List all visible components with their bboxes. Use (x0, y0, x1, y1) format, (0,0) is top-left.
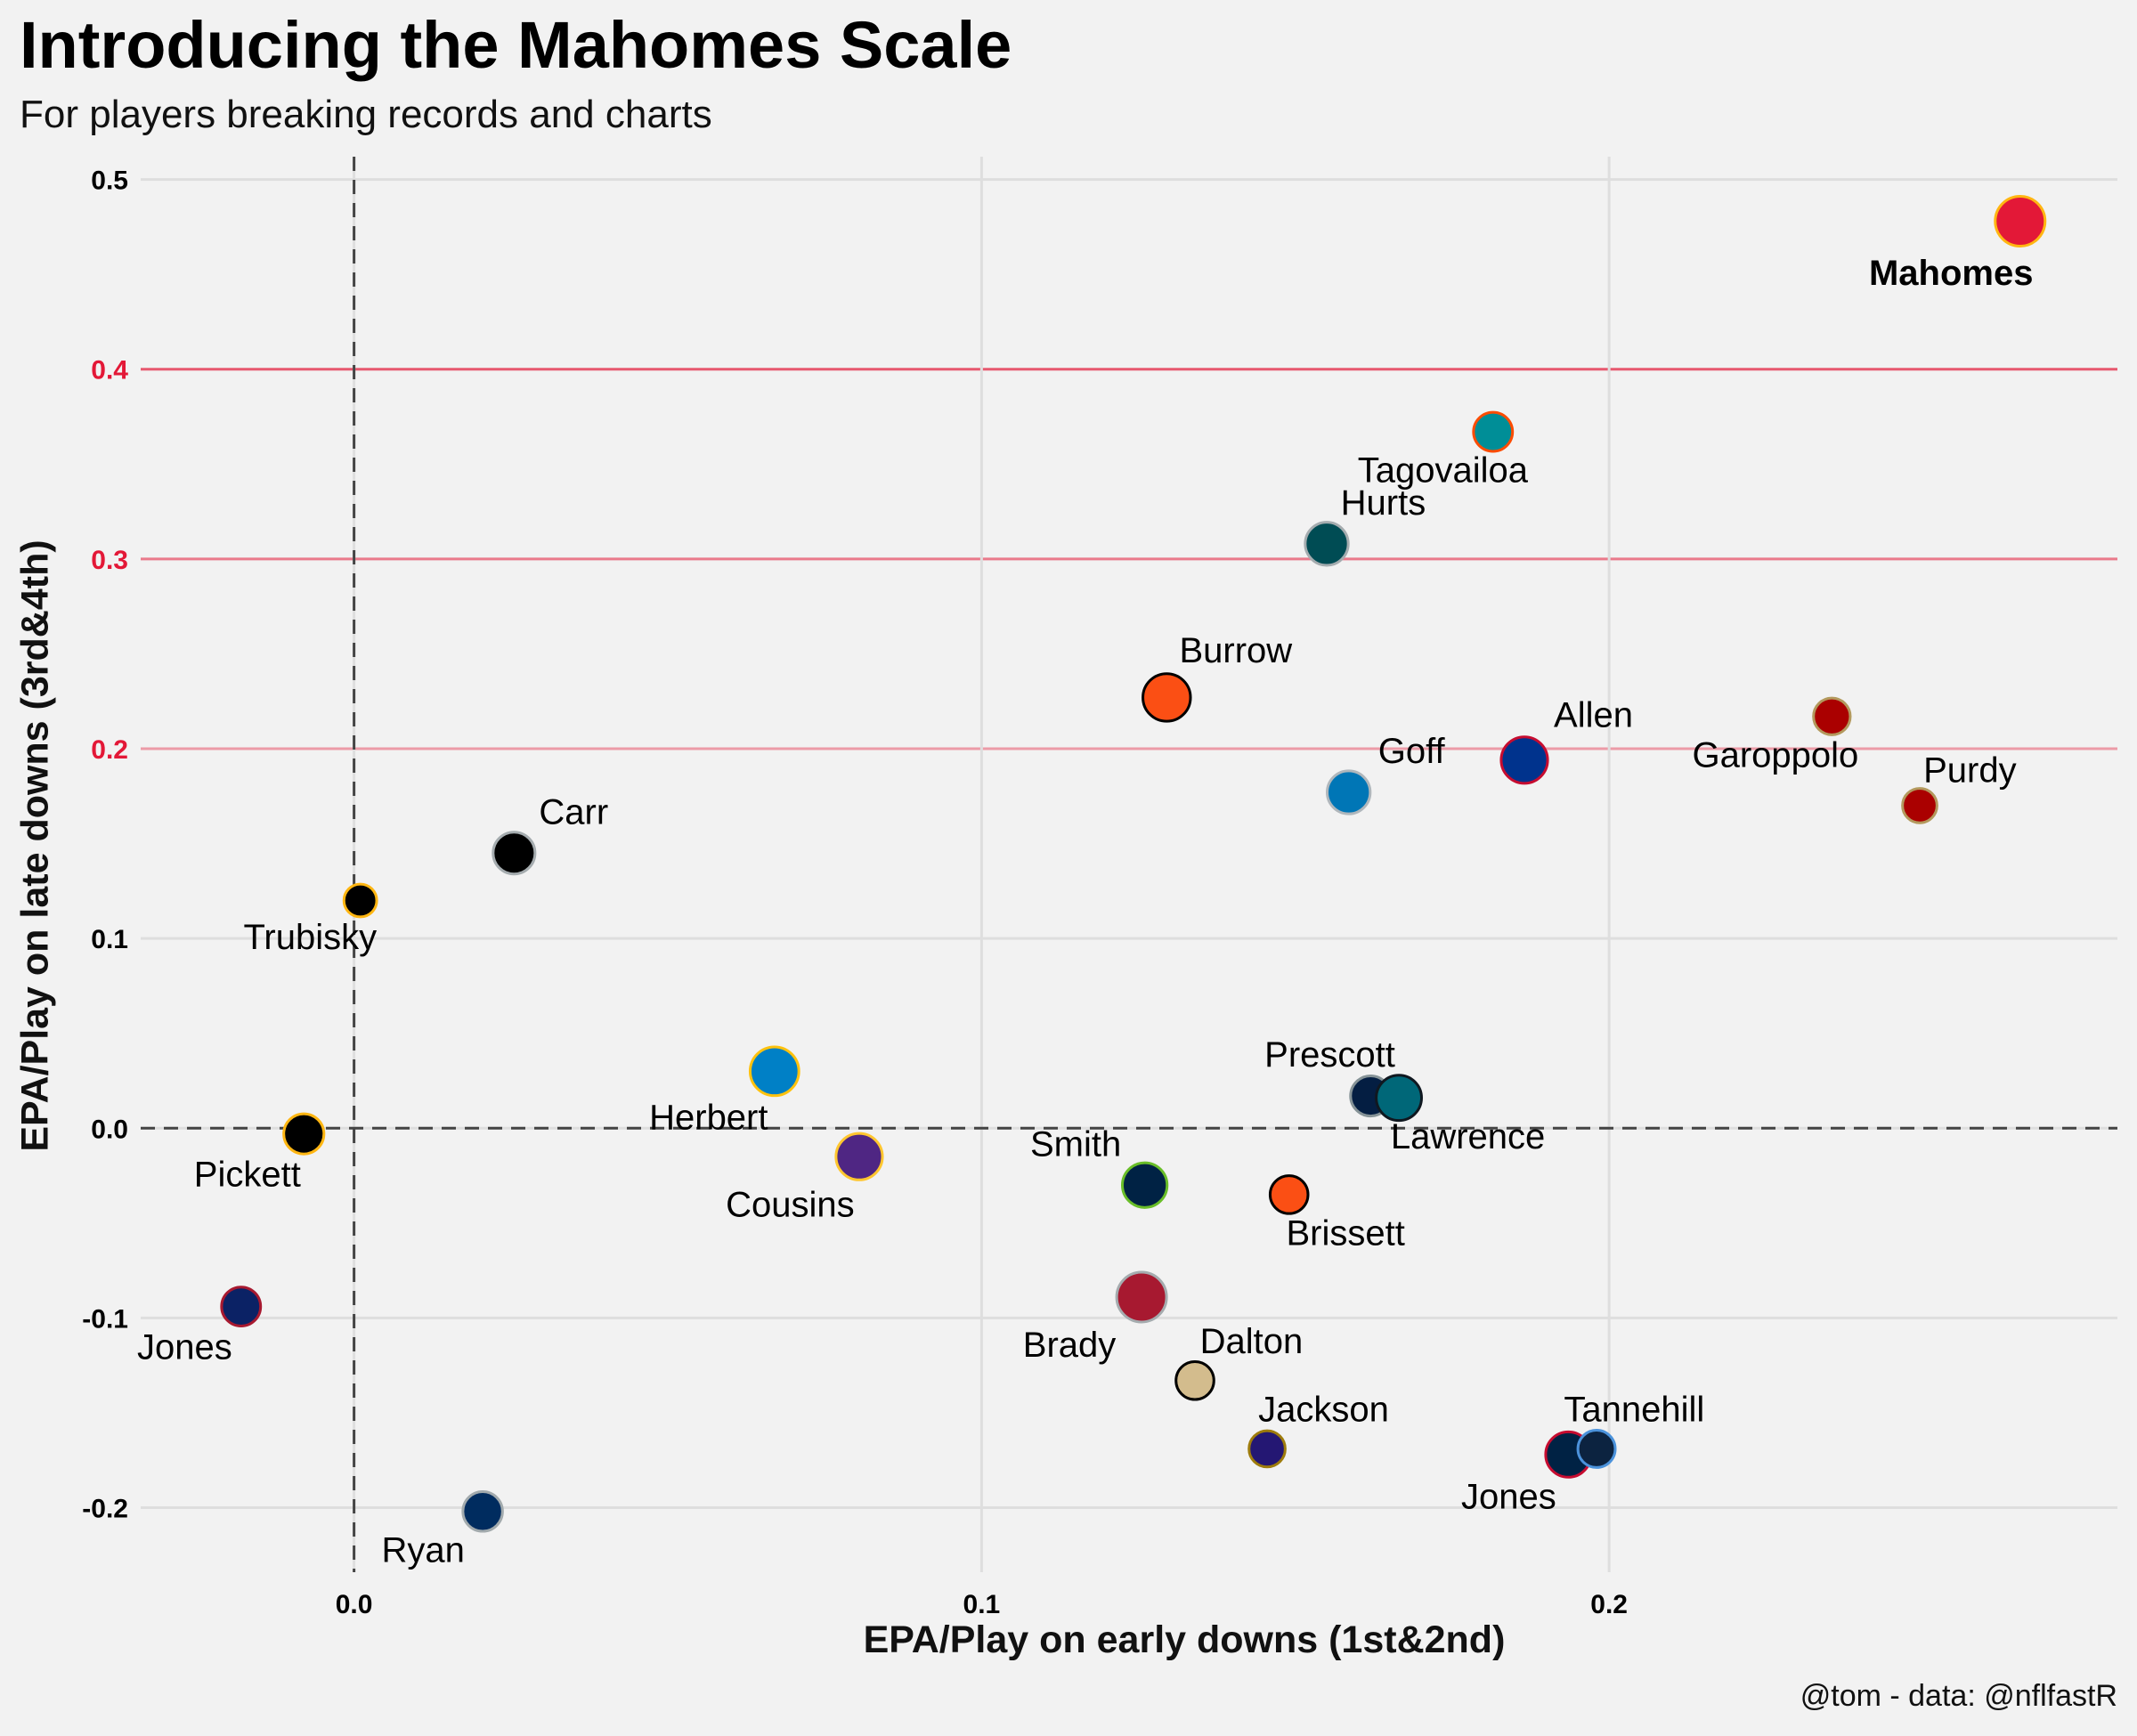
point-label-lawrence: Lawrence (1391, 1117, 1545, 1156)
reference-lines (141, 157, 2117, 1572)
x-axis-label: EPA/Play on early downs (1st&2nd) (863, 1618, 1506, 1661)
x-tick-label: 0.1 (963, 1590, 1001, 1619)
point-smith (1120, 1161, 1169, 1209)
chart-title: Introducing the Mahomes Scale (20, 8, 1012, 82)
y-tick-label: 0.5 (91, 166, 128, 196)
grid-layer (141, 157, 2117, 1572)
chart-caption: @tom - data: @nflfastR (1800, 1679, 2117, 1713)
point-label-dalton: Dalton (1200, 1322, 1304, 1361)
point-goff (1326, 769, 1372, 815)
tick-labels: -0.2 -0.1 0.0 0.1 0.2 0.3 0.4 0.5 0.0 0.1 0.2 (82, 166, 1628, 1619)
point-label-jones: Jones (1461, 1478, 1556, 1517)
point-label-smith: Smith (1030, 1124, 1121, 1164)
point-brissett (1268, 1174, 1310, 1215)
point-label-jackson: Jackson (1258, 1391, 1389, 1430)
y-tick-label: -0.2 (82, 1495, 128, 1524)
point-label-burrow: Burrow (1179, 631, 1292, 670)
point-jones (220, 1286, 263, 1328)
point-tagovailoa (1472, 410, 1515, 453)
point-tannehill (1576, 1429, 1617, 1469)
point-label-tannehill: Tannehill (1564, 1391, 1704, 1430)
point-allen (1499, 735, 1549, 785)
point-trubisky (342, 882, 378, 919)
y-tick-label: -0.1 (82, 1304, 128, 1334)
y-tick-label: 0.4 (91, 356, 128, 385)
point-dalton (1174, 1359, 1215, 1401)
point-mahomes (1994, 194, 2047, 247)
y-tick-label: 0.1 (91, 925, 128, 954)
x-tick-label: 0.2 (1590, 1590, 1628, 1619)
point-label-garoppolo: Garoppolo (1693, 735, 1859, 775)
point-label-trubisky: Trubisky (243, 918, 377, 957)
point-carr (492, 831, 537, 876)
point-label-pickett: Pickett (194, 1155, 301, 1194)
point-brady (1115, 1270, 1168, 1324)
point-label-mahomes: Mahomes (1869, 254, 2034, 293)
axes (134, 153, 2121, 1578)
y-tick-label: 0.3 (91, 546, 128, 575)
point-label-goff: Goff (1378, 732, 1446, 771)
point-lawrence (1375, 1074, 1423, 1123)
point-pickett (282, 1112, 326, 1156)
chart-subtitle: For players breaking records and charts (20, 93, 712, 136)
point-label-herbert: Herbert (649, 1098, 768, 1137)
point-label-allen: Allen (1554, 696, 1633, 735)
point-label-brady: Brady (1023, 1326, 1117, 1365)
y-tick-label: 0.0 (91, 1115, 128, 1144)
point-garoppolo (1812, 696, 1852, 736)
point-label-hurts: Hurts (1341, 483, 1426, 523)
point-label-brissett: Brissett (1286, 1213, 1404, 1253)
data-points (220, 194, 2047, 1533)
point-purdy (1901, 787, 1938, 824)
point-jackson (1247, 1429, 1287, 1469)
point-ryan (461, 1490, 504, 1533)
point-hurts (1304, 521, 1350, 567)
y-tick-label: 0.2 (91, 735, 128, 765)
point-label-jones: Jones (137, 1327, 232, 1367)
point-label-cousins: Cousins (726, 1186, 855, 1225)
point-cousins (834, 1132, 884, 1181)
point-label-purdy: Purdy (1923, 750, 2017, 790)
point-burrow (1142, 672, 1192, 723)
point-label-prescott: Prescott (1264, 1035, 1395, 1075)
point-label-carr: Carr (539, 792, 608, 831)
point-label-tagovailoa: Tagovailoa (1358, 451, 1529, 491)
x-tick-label: 0.0 (336, 1590, 373, 1619)
point-herbert (748, 1045, 800, 1098)
y-axis-label: EPA/Play on late downs (3rd&4th) (13, 539, 57, 1152)
point-label-ryan: Ryan (381, 1530, 464, 1570)
